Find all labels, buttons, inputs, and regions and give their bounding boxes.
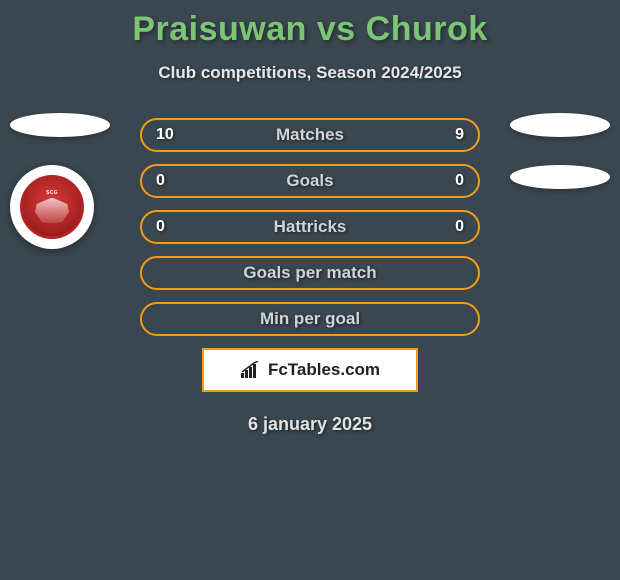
stat-value-left: 0 — [156, 172, 178, 190]
stat-pill-list: 10 Matches 9 0 Goals 0 0 Hattricks 0 Goals per ma… — [140, 118, 480, 336]
stat-value-left: 0 — [156, 218, 178, 236]
stat-row: 10 Matches 9 — [140, 118, 480, 152]
stat-label: Goals per match — [243, 263, 376, 283]
blank-club-ellipse — [510, 165, 610, 189]
bar-chart-icon — [240, 361, 262, 379]
page-title: Praisuwan vs Churok — [0, 0, 620, 49]
stat-value-right: 0 — [442, 218, 464, 236]
brand-box: FcTables.com — [202, 348, 418, 392]
right-badges-column — [510, 113, 610, 217]
subtitle: Club competitions, Season 2024/2025 — [0, 63, 620, 83]
club-crest-emblem: SCG — [20, 175, 84, 239]
brand-text: FcTables.com — [268, 360, 380, 380]
stat-row: Min per goal — [140, 302, 480, 336]
club-crest: SCG — [10, 165, 94, 249]
stat-value-right: 9 — [442, 126, 464, 144]
stat-label: Min per goal — [260, 309, 360, 329]
left-badges-column: SCG — [10, 113, 110, 249]
stat-row: 0 Hattricks 0 — [140, 210, 480, 244]
stat-value-left: 10 — [156, 126, 178, 144]
stat-label: Hattricks — [274, 217, 347, 237]
date-label: 6 january 2025 — [0, 414, 620, 435]
stat-row: Goals per match — [140, 256, 480, 290]
stat-label: Goals — [286, 171, 333, 191]
blank-club-ellipse — [510, 113, 610, 137]
stat-label: Matches — [276, 125, 344, 145]
stat-row: 0 Goals 0 — [140, 164, 480, 198]
comparison-content: SCG 10 Matches 9 0 Goals 0 0 Hattricks 0 Goals pe… — [0, 118, 620, 435]
blank-club-ellipse — [10, 113, 110, 137]
stat-value-right: 0 — [442, 172, 464, 190]
